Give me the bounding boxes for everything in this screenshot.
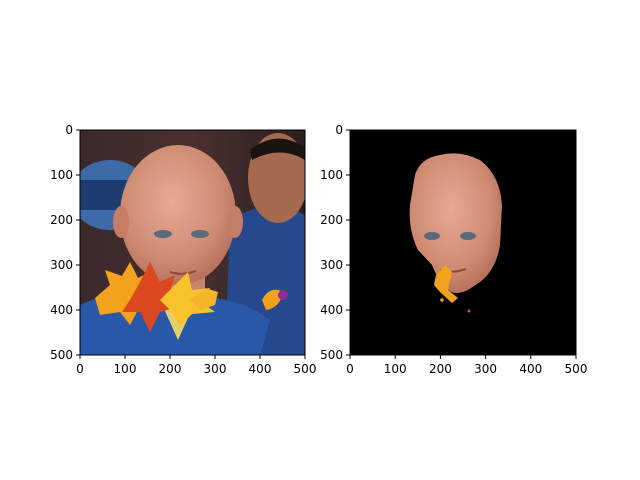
left-ytick-label: 500 [50,348,73,362]
left-ytick-label: 200 [50,213,73,227]
left-image-panel [80,130,305,355]
left-xtick-label: 500 [294,362,317,376]
left-xtick-label: 0 [76,362,84,376]
right-xtick-label: 500 [565,362,588,376]
right-xtick-label: 300 [474,362,497,376]
right-axes-frame [349,129,577,356]
right-image-panel [350,130,576,355]
mask-leaf-fragment [434,265,458,303]
right-ytick-label: 500 [320,348,343,362]
left-axes-frame [79,129,306,356]
right-ytick-label: 0 [335,123,343,137]
right-ytick-label: 400 [320,303,343,317]
left-xtick-label: 300 [204,362,227,376]
right-xtick-label: 400 [519,362,542,376]
leaf-overlay [95,262,288,332]
right-ytick-label: 100 [320,168,343,182]
left-xtick-label: 400 [249,362,272,376]
right-ytick-label: 300 [320,258,343,272]
right-xtick-label: 0 [346,362,354,376]
left-ytick-label: 300 [50,258,73,272]
left-ytick-label: 400 [50,303,73,317]
right-ytick-label: 200 [320,213,343,227]
left-xtick-label: 200 [159,362,182,376]
left-xtick-label: 100 [114,362,137,376]
right-xtick-label: 200 [429,362,452,376]
left-ytick-label: 0 [65,123,73,137]
right-xtick-label: 100 [384,362,407,376]
left-ytick-label: 100 [50,168,73,182]
